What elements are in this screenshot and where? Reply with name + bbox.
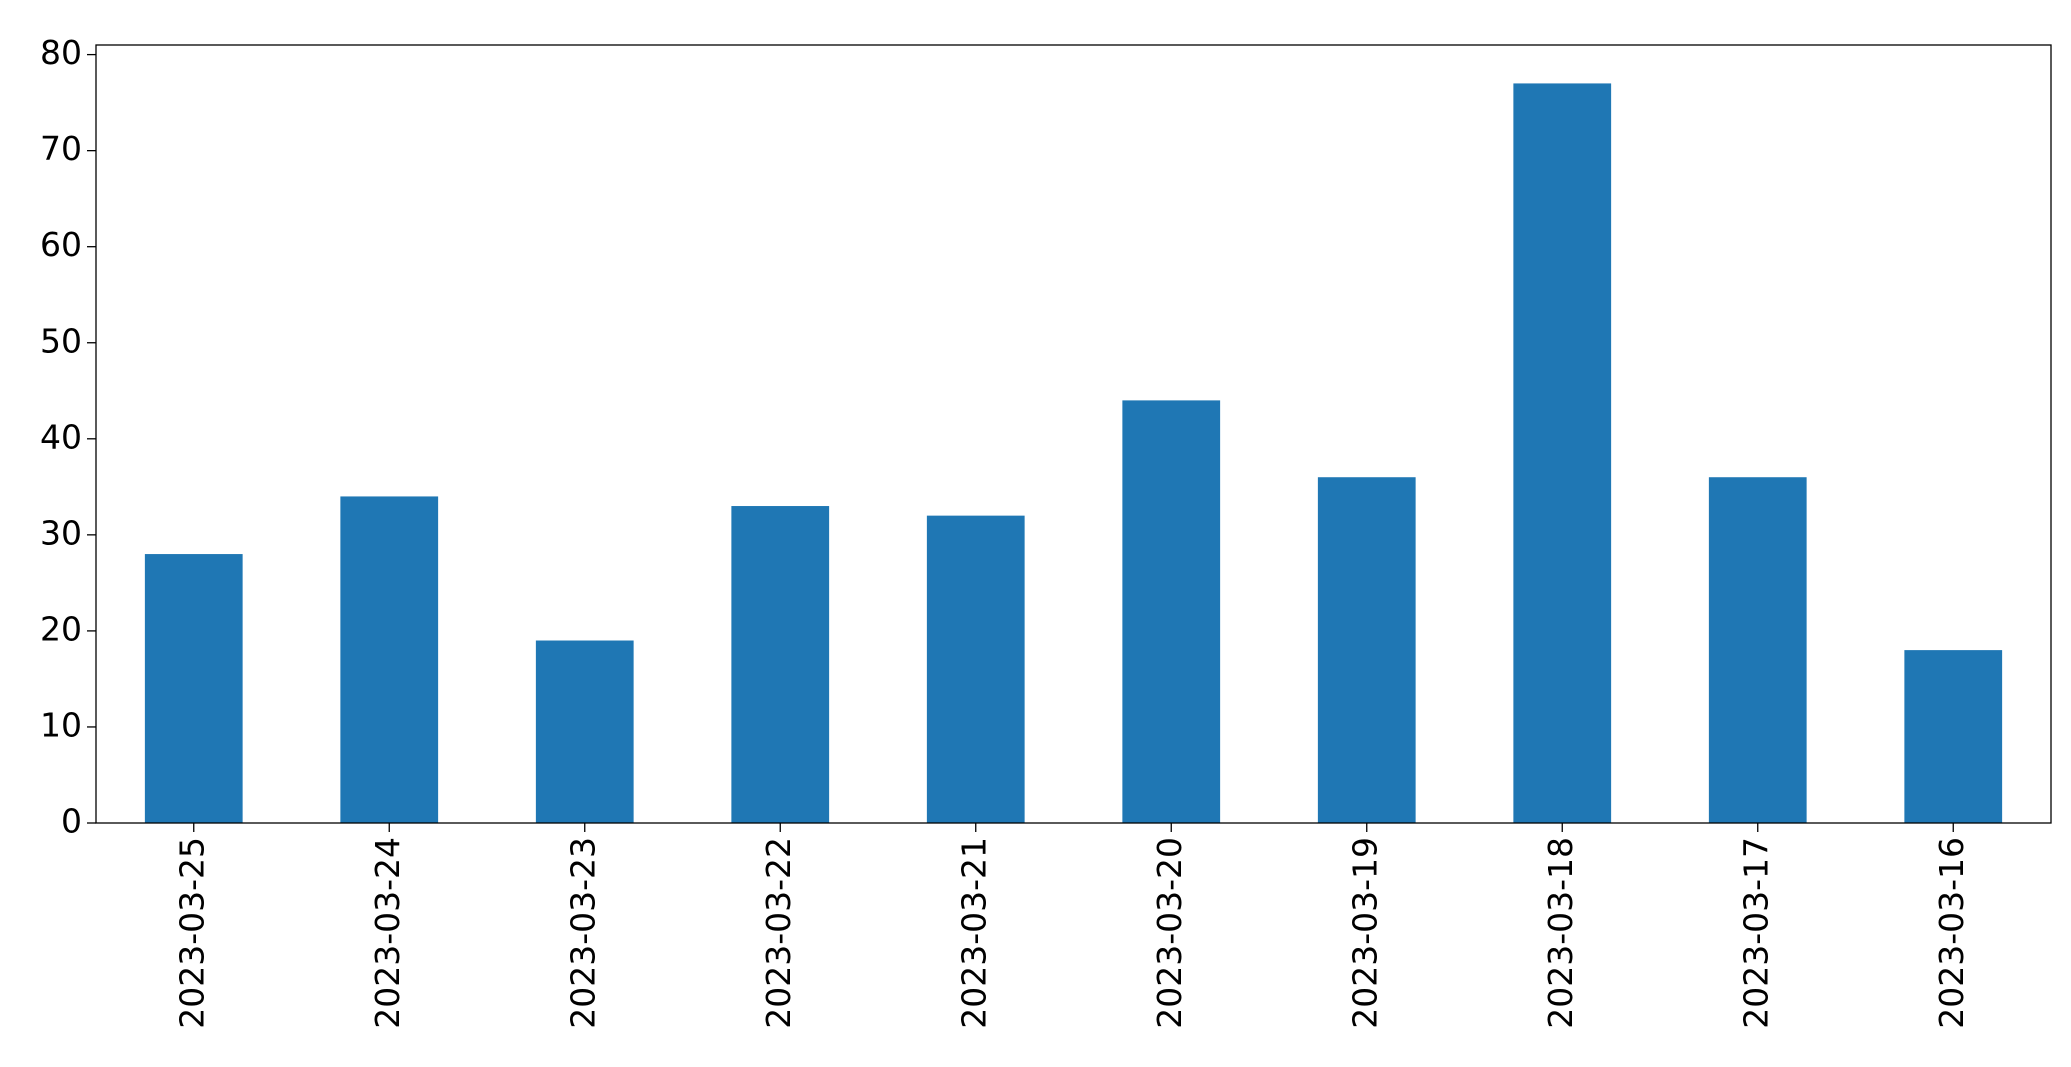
- y-tick-label: 0: [61, 802, 82, 841]
- y-tick-label: 30: [40, 513, 82, 552]
- x-tick-label: 2023-03-19: [1345, 837, 1384, 1029]
- plot-frame: [95, 44, 2052, 824]
- x-tick-label: 2023-03-17: [1736, 837, 1775, 1029]
- y-tick-label: 20: [40, 609, 82, 648]
- y-tick-label: 80: [40, 33, 82, 72]
- bar: [1513, 83, 1612, 824]
- x-tick-label: 2023-03-24: [368, 837, 407, 1029]
- x-tick-label: 2023-03-25: [172, 837, 211, 1029]
- bar: [1904, 650, 2003, 823]
- x-tick-label: 2023-03-16: [1932, 837, 1971, 1029]
- x-tick-label: 2023-03-20: [1150, 837, 1189, 1029]
- bar: [535, 640, 634, 823]
- bar: [1708, 477, 1807, 823]
- x-tick-label: 2023-03-18: [1541, 837, 1580, 1029]
- y-tick-label: 60: [40, 225, 82, 264]
- y-tick-label: 10: [40, 705, 82, 744]
- bar: [731, 506, 830, 823]
- y-tick-label: 50: [40, 321, 82, 360]
- y-tick-label: 40: [40, 417, 82, 456]
- x-tick-label: 2023-03-21: [954, 837, 993, 1029]
- bar: [1122, 400, 1221, 823]
- x-tick-label: 2023-03-22: [759, 837, 798, 1029]
- bar: [1317, 477, 1416, 823]
- bar: [144, 554, 243, 823]
- y-tick-label: 70: [40, 129, 82, 168]
- x-tick-label: 2023-03-23: [563, 837, 602, 1029]
- bar: [926, 515, 1025, 823]
- bar: [340, 496, 439, 823]
